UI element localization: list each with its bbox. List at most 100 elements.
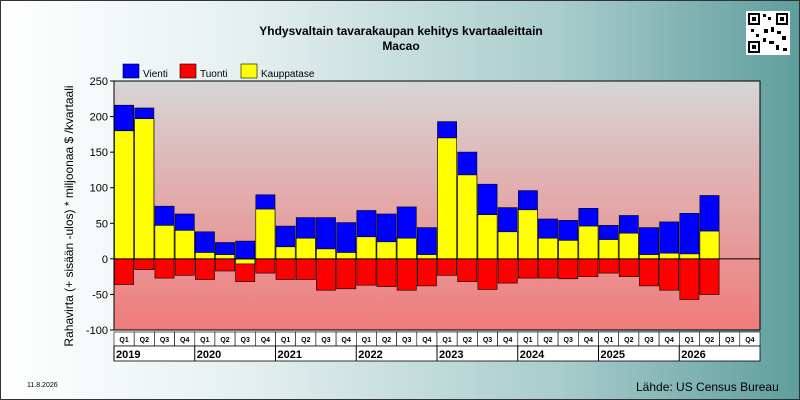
bar-tuonti-21	[538, 258, 558, 279]
bar-vienti-15	[416, 227, 437, 260]
bar-kauppatase-16	[437, 137, 458, 260]
bar-vienti-26	[639, 227, 659, 260]
bar-vienti-28	[679, 213, 700, 260]
year-label: 2023	[439, 349, 463, 361]
bar-kauppatase-4	[195, 252, 215, 260]
bar-kauppatase-0	[114, 130, 135, 260]
quarter-label: Q1	[281, 337, 290, 344]
y-tick-label: 200	[90, 112, 108, 124]
bar-tuonti-27	[659, 258, 680, 291]
year-label: 2020	[197, 349, 221, 361]
bar-kauppatase-10	[316, 248, 336, 260]
bar-tuonti-20	[517, 258, 538, 279]
x-axis: Q1 Q2 Q3 Q4 Q1 Q2 Q3 Q4 Q1 Q2 Q3 Q4 Q1 Q2 Q3 Q4 Q1 Q2 Q3 Q4…	[113, 331, 761, 362]
quarter-label: Q3	[725, 337, 734, 344]
bar-tuonti-15	[416, 258, 437, 287]
bar-kauppatase-8	[275, 246, 296, 260]
year-label: 2022	[358, 349, 382, 361]
bar-kauppatase-14	[396, 237, 417, 260]
bar-tuonti-10	[316, 258, 336, 291]
bar-tuonti-2	[154, 258, 175, 279]
bar-kauppatase-25	[618, 232, 639, 260]
bar-kauppatase-1	[134, 118, 155, 260]
bar-tuonti-26	[639, 258, 659, 287]
legend-label-kauppatase: Kauppatase	[261, 69, 315, 80]
bar-tuonti-9	[295, 258, 316, 280]
quarter-label: Q1	[362, 337, 371, 344]
bar-kauppatase-19	[497, 231, 518, 260]
bar-tuonti-13	[376, 258, 397, 287]
year-label: 2021	[278, 349, 302, 361]
bar-kauppatase-2	[154, 225, 175, 260]
y-axis-label: Rahavirta (+ sisään -ulos) * miljoonaa $…	[62, 85, 76, 346]
quarter-label: Q3	[564, 337, 573, 344]
bar-tuonti-1	[134, 258, 155, 270]
quarter-label: Q3	[321, 337, 330, 344]
quarter-label: Q2	[301, 337, 310, 344]
quarter-label: Q2	[543, 337, 552, 344]
quarter-label: Q4	[584, 337, 593, 344]
y-tick-label: -50	[92, 289, 108, 301]
bar-tuonti-28	[679, 258, 700, 300]
plot-area	[113, 80, 761, 331]
quarter-label: Q3	[644, 337, 653, 344]
quarter-label: Q4	[745, 337, 754, 344]
quarter-label: Q1	[685, 337, 694, 344]
bar-tuonti-17	[457, 258, 478, 282]
legend: Vienti Tuonti Kauppatase	[122, 63, 315, 80]
quarter-label: Q2	[705, 337, 714, 344]
bar-tuonti-22	[558, 258, 579, 280]
quarter-label: Q2	[624, 337, 633, 344]
bar-kauppatase-23	[578, 225, 599, 260]
bar-kauppatase-6	[235, 258, 256, 265]
bar-tuonti-25	[618, 258, 639, 277]
quarter-label: Q3	[160, 337, 169, 344]
quarter-label: Q4	[503, 337, 512, 344]
y-axis: 250 200 150 100 50 0 -50 -100	[86, 76, 114, 337]
quarter-label: Q1	[119, 337, 128, 344]
year-label: 2019	[116, 349, 140, 361]
y-tick-label: 50	[96, 218, 108, 230]
quarter-label: Q4	[342, 337, 351, 344]
bar-kauppatase-3	[174, 230, 195, 260]
bar-kauppatase-15	[416, 254, 437, 260]
bar-tuonti-18	[477, 258, 498, 290]
y-tick-label: -100	[86, 325, 108, 337]
bar-kauppatase-7	[255, 208, 276, 260]
bar-kauppatase-11	[336, 252, 357, 260]
quarter-label: Q2	[220, 337, 229, 344]
quarter-label: Q3	[241, 337, 250, 344]
legend-swatch-vienti	[122, 63, 140, 79]
year-label: 2025	[601, 349, 625, 361]
bar-tuonti-3	[174, 258, 195, 276]
quarter-label: Q3	[402, 337, 411, 344]
quarter-label: Q2	[140, 337, 149, 344]
bar-tuonti-11	[336, 258, 357, 290]
chart-subtitle: Macao	[382, 39, 419, 53]
quarter-label: Q3	[483, 337, 492, 344]
legend-swatch-kauppatase	[240, 63, 258, 79]
legend-swatch-tuonti	[179, 63, 197, 79]
quarter-label: Q1	[604, 337, 613, 344]
source-label: Lähde: US Census Bureau	[636, 380, 779, 394]
quarter-label: Q1	[200, 337, 209, 344]
quarter-label: Q1	[523, 337, 532, 344]
quarter-label: Q4	[422, 337, 431, 344]
chart-title: Yhdysvaltain tavarakaupan kehitys kvarta…	[259, 24, 542, 38]
bar-tuonti-29	[699, 258, 720, 295]
bar-kauppatase-22	[558, 240, 579, 260]
bar-kauppatase-13	[376, 241, 397, 260]
bar-tuonti-23	[578, 258, 599, 277]
bar-kauppatase-5	[215, 254, 235, 260]
bar-kauppatase-28	[679, 253, 700, 260]
bar-kauppatase-12	[356, 236, 377, 260]
bar-kauppatase-29	[699, 230, 720, 260]
bar-tuonti-0	[114, 258, 135, 285]
y-tick-label: 150	[90, 147, 108, 159]
bar-tuonti-7	[255, 258, 276, 274]
bars-group	[114, 104, 720, 300]
qr-code-icon	[746, 11, 790, 55]
bar-tuonti-14	[396, 258, 417, 291]
